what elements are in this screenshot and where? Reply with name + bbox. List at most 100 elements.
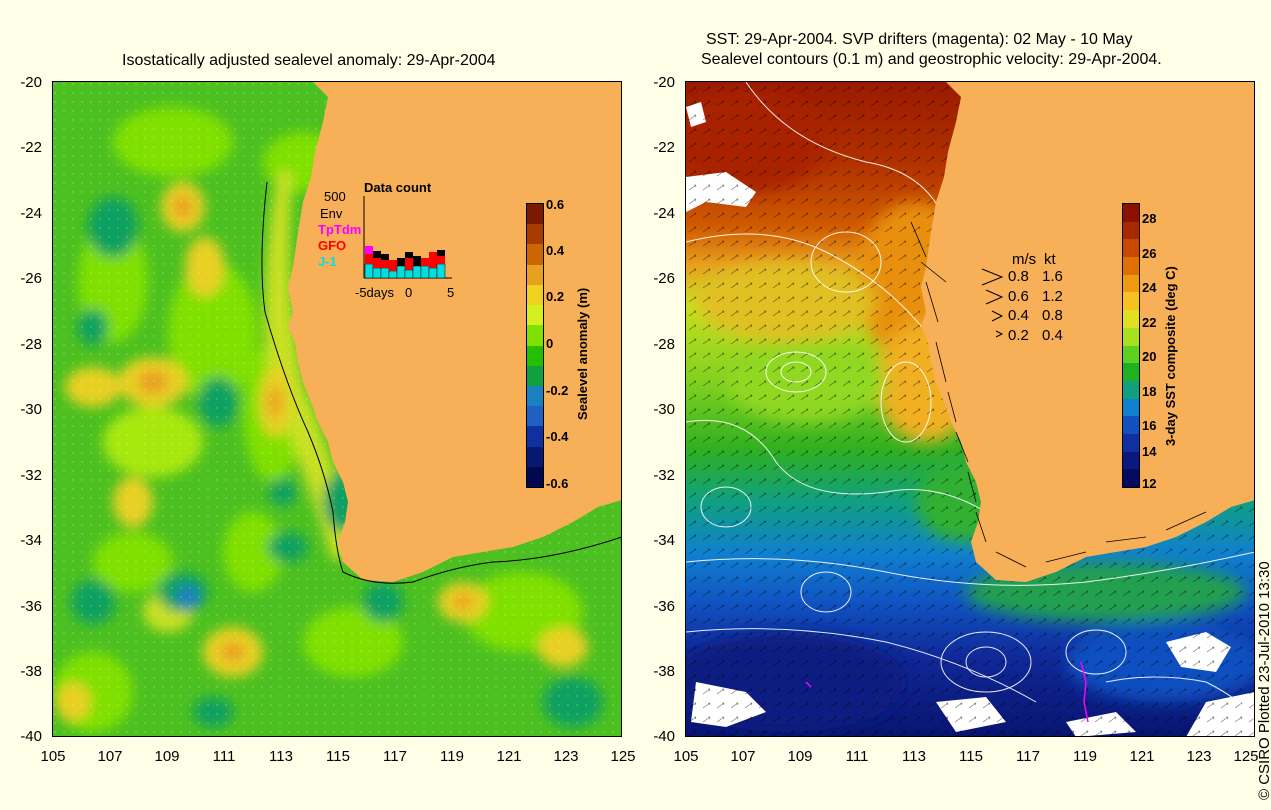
left-x-tick: 111 (212, 748, 236, 765)
left-y-tick: -26 (20, 270, 42, 287)
colorbar-tick: 16 (1142, 418, 1157, 433)
right-y-tick: -40 (653, 728, 675, 745)
right-y-tick: -38 (653, 663, 675, 680)
colorbar-tick: -0.6 (546, 476, 569, 491)
left-x-tick: 107 (97, 748, 123, 765)
left-x-tick: 117 (383, 748, 407, 765)
colorbar-tick: -0.4 (546, 429, 569, 444)
colorbar-segment (527, 345, 543, 366)
csiro-credit: © CSIRO Plotted 23-Jul-2010 13:30 (1256, 561, 1271, 800)
velocity-legend-ms: 0.8 (1008, 268, 1029, 285)
right-y-tick: -20 (653, 74, 675, 91)
colorbar-tick: 18 (1142, 384, 1157, 399)
colorbar-segment (1123, 469, 1139, 487)
colorbar-segment (1123, 433, 1139, 452)
sst-map (686, 82, 1255, 737)
colorbar-tick: 20 (1142, 349, 1157, 364)
colorbar-tick: 22 (1142, 315, 1157, 330)
right-x-tick: 121 (1129, 748, 1155, 765)
velocity-legend-kt: 0.4 (1042, 327, 1063, 344)
velocity-legend-kt: 1.2 (1042, 288, 1063, 305)
colorbar-tick: 0.2 (546, 289, 565, 304)
sst-colorbar-label: 3-day SST composite (deg C) (1163, 266, 1178, 446)
left-x-tick: 123 (553, 748, 579, 765)
right-map-title-line1: SST: 29-Apr-2004. SVP drifters (magenta)… (706, 31, 1133, 48)
data-count-xtick: 5 (447, 285, 455, 300)
colorbar-segment (1123, 292, 1139, 311)
colorbar-segment (527, 325, 543, 346)
colorbar-tick: 28 (1142, 211, 1157, 226)
right-y-tick: -34 (653, 532, 675, 549)
colorbar-segment (527, 365, 543, 386)
colorbar-tick: -0.2 (546, 383, 569, 398)
colorbar-segment (1123, 204, 1139, 222)
left-x-tick: 125 (610, 748, 636, 765)
legend-env: Env (320, 206, 343, 221)
colorbar-segment (1123, 363, 1139, 381)
sealevel-colorbar (526, 203, 544, 488)
right-x-tick: 119 (1073, 748, 1097, 765)
right-x-tick: 109 (787, 748, 813, 765)
colorbar-segment (527, 446, 543, 467)
left-y-tick: -24 (20, 205, 42, 222)
velocity-legend-arrows (981, 268, 1004, 338)
colorbar-segment (527, 426, 543, 447)
colorbar-segment (1123, 380, 1139, 399)
data-count-scale: 500 (324, 189, 346, 204)
colorbar-segment (1123, 451, 1139, 470)
colorbar-tick: 14 (1142, 444, 1157, 459)
colorbar-segment (527, 466, 543, 488)
left-x-tick: 119 (440, 748, 464, 765)
right-y-tick: -28 (653, 336, 675, 353)
colorbar-segment (1123, 398, 1139, 417)
right-y-tick: -36 (653, 598, 675, 615)
colorbar-tick: 12 (1142, 476, 1157, 491)
left-y-tick: -40 (20, 728, 42, 745)
data-count-xtick: -5days (355, 285, 395, 300)
colorbar-segment (1123, 416, 1139, 434)
right-y-tick: -24 (653, 205, 675, 222)
left-y-tick: -22 (20, 139, 42, 156)
colorbar-segment (1123, 239, 1139, 258)
velocity-legend-ms: 0.2 (1008, 327, 1029, 344)
right-x-tick: 125 (1233, 748, 1259, 765)
sst-colorbar (1122, 203, 1140, 488)
velocity-legend-kt: 1.6 (1042, 268, 1063, 285)
legend-j1: J-1 (318, 254, 337, 269)
colorbar-segment (1123, 327, 1139, 346)
velocity-legend-kt: 0.8 (1042, 307, 1063, 324)
left-x-tick: 109 (154, 748, 180, 765)
right-y-tick: -22 (653, 139, 675, 156)
right-x-tick: 107 (730, 748, 756, 765)
left-map-frame (52, 81, 622, 737)
velocity-legend-header-ms: m/s (1012, 251, 1037, 268)
right-map-frame (685, 81, 1255, 737)
colorbar-segment (1123, 274, 1139, 293)
right-y-tick: -26 (653, 270, 675, 287)
legend-gfo: GFO (318, 238, 347, 253)
right-x-tick: 115 (959, 748, 983, 765)
colorbar-segment (527, 305, 543, 326)
left-y-tick: -32 (20, 467, 42, 484)
right-y-tick: -30 (653, 401, 675, 418)
right-x-tick: 113 (902, 748, 926, 765)
colorbar-segment (527, 406, 543, 427)
colorbar-segment (527, 244, 543, 265)
colorbar-segment (1123, 310, 1139, 328)
colorbar-segment (527, 224, 543, 245)
colorbar-tick: 0.4 (546, 243, 565, 258)
velocity-legend-ms: 0.4 (1008, 307, 1029, 324)
colorbar-tick: 24 (1142, 280, 1157, 295)
data-count-title: Data count (364, 180, 432, 195)
right-map-title-line2: Sealevel contours (0.1 m) and geostrophi… (701, 51, 1162, 68)
left-y-tick: -30 (20, 401, 42, 418)
right-x-tick: 123 (1186, 748, 1212, 765)
velocity-legend-header-kt: kt (1044, 251, 1056, 268)
left-y-tick: -28 (20, 336, 42, 353)
colorbar-tick: 0.6 (546, 197, 565, 212)
colorbar-segment (527, 284, 543, 306)
left-y-tick: -34 (20, 532, 42, 549)
colorbar-tick: 26 (1142, 246, 1157, 261)
left-x-tick: 113 (269, 748, 293, 765)
data-count-xtick: 0 (405, 285, 413, 300)
